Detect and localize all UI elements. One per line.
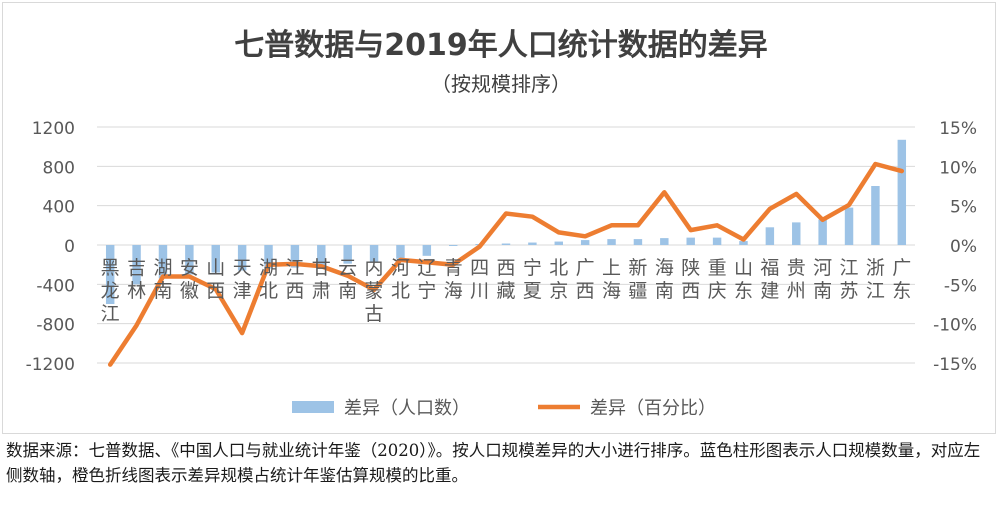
left-tick-label: 0: [64, 237, 75, 257]
category-label: 福建: [760, 257, 779, 302]
category-label: 黑龙江: [101, 257, 120, 325]
bar: [633, 239, 643, 245]
bar: [317, 245, 326, 267]
right-tick-label: -10%: [933, 316, 977, 336]
category-label: 湖北: [259, 257, 278, 302]
category-label: 海南: [655, 257, 674, 302]
left-tick-label: 1200: [32, 119, 75, 139]
right-tick-label: -5%: [944, 276, 977, 296]
gridlines: [97, 126, 915, 364]
chart-title: 七普数据与2019年人口统计数据的差异: [234, 28, 768, 63]
category-label: 辽宁: [417, 257, 436, 302]
right-tick-label: 0%: [950, 237, 977, 257]
category-label: 陕西: [681, 257, 700, 302]
bar: [580, 240, 590, 245]
bar: [818, 219, 827, 245]
category-label: 河南: [813, 257, 832, 302]
category-label: 上海: [602, 257, 621, 302]
left-tick-label: -1200: [26, 355, 75, 375]
source-footnote: 数据来源：七普数据、《中国人口与就业统计年鉴（2020）》。按人口规模差异的大小…: [6, 441, 981, 485]
bar: [897, 139, 907, 245]
category-label: 青海: [444, 257, 463, 302]
category-label: 贵州: [787, 257, 806, 302]
bar: [290, 245, 300, 268]
line-series-path: [107, 161, 905, 367]
bar: [686, 237, 695, 245]
category-label: 广东: [892, 257, 911, 302]
right-tick-label: 15%: [939, 119, 977, 139]
bar-series: [105, 139, 907, 304]
bar: [554, 241, 563, 245]
left-tick-label: 400: [43, 198, 75, 218]
category-label: 浙江: [866, 257, 885, 302]
legend-label-line: 差异（百分比）: [590, 398, 716, 419]
left-tick-label: -400: [36, 276, 75, 296]
bar: [712, 237, 722, 245]
category-label: 新疆: [628, 257, 647, 302]
category-label: 内蒙古: [365, 257, 384, 325]
bar: [528, 242, 537, 245]
bar: [844, 207, 854, 245]
category-label: 山西: [206, 257, 225, 302]
bar: [396, 245, 405, 259]
chart-frame: 七普数据与2019年人口统计数据的差异 （按规模排序） -1200 -800 -40…: [2, 2, 996, 434]
right-tick-label: 5%: [950, 198, 977, 218]
chart-subtitle: （按规模排序）: [431, 72, 571, 96]
bar: [105, 245, 115, 304]
right-tick-label: -15%: [933, 355, 977, 375]
category-label: 吉林: [127, 257, 146, 302]
bar: [607, 239, 616, 245]
bar: [501, 243, 511, 245]
category-label: 西藏: [496, 257, 515, 302]
category-label: 天津: [233, 257, 252, 302]
legend-swatch-bar: [292, 401, 334, 413]
bar: [343, 245, 352, 264]
category-label: 山东: [734, 257, 753, 302]
category-label: 宁夏: [523, 257, 542, 302]
right-tick-label: 10%: [939, 158, 977, 178]
bar: [422, 245, 432, 256]
bar: [132, 245, 141, 285]
category-label: 安徽: [180, 257, 199, 302]
category-labels: 黑龙江吉林湖南安徽山西天津湖北江西甘肃云南内蒙古河北辽宁青海四川西藏宁夏北京广西…: [101, 257, 912, 325]
bar: [871, 186, 880, 245]
line-series: [107, 161, 905, 367]
left-y-axis: -1200 -800 -400 0 400 800 1200: [26, 119, 75, 375]
bar: [739, 241, 748, 245]
bar: [211, 245, 220, 273]
category-label: 湖南: [153, 257, 172, 302]
category-label: 甘肃: [312, 257, 331, 302]
left-tick-label: -800: [36, 316, 75, 336]
legend-label-bar: 差异（人口数）: [344, 398, 470, 419]
bar: [765, 227, 775, 245]
category-label: 四川: [470, 257, 489, 302]
category-label: 广西: [576, 257, 595, 302]
category-label: 河北: [391, 257, 410, 302]
category-label: 北京: [549, 257, 568, 302]
bar: [237, 245, 247, 271]
right-y-axis: -15% -10% -5% 0% 5% 10% 15%: [933, 119, 977, 375]
bar: [158, 245, 168, 279]
category-label: 江西: [285, 257, 304, 302]
category-label: 云南: [338, 257, 357, 302]
bar: [369, 245, 379, 262]
bar: [185, 245, 194, 275]
bar: [449, 245, 458, 246]
legend: 差异（人口数） 差异（百分比）: [292, 398, 716, 419]
bar: [792, 222, 801, 245]
bar: [660, 238, 669, 245]
combo-chart: 七普数据与2019年人口统计数据的差异 （按规模排序） -1200 -800 -40…: [26, 28, 977, 419]
bar: [264, 245, 273, 269]
category-label: 重庆: [708, 257, 727, 302]
left-tick-label: 800: [43, 158, 75, 178]
category-label: 江苏: [840, 257, 859, 302]
